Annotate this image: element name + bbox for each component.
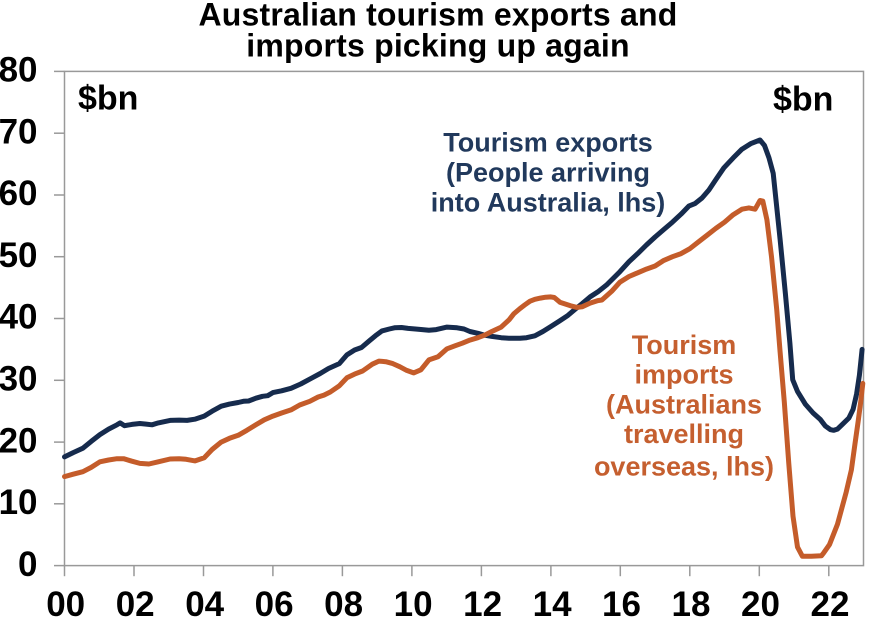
- svg-text:50: 50: [0, 236, 38, 275]
- svg-text:30: 30: [0, 360, 38, 399]
- svg-text:overseas, lhs): overseas, lhs): [594, 452, 774, 482]
- svg-text:12: 12: [463, 585, 502, 624]
- svg-text:Tourism: Tourism: [632, 330, 737, 360]
- svg-text:40: 40: [0, 298, 38, 337]
- svg-text:10: 10: [0, 483, 38, 522]
- svg-text:70: 70: [0, 112, 38, 151]
- svg-text:20: 20: [0, 421, 38, 460]
- svg-text:08: 08: [324, 585, 363, 624]
- svg-text:06: 06: [255, 585, 294, 624]
- svg-text:Tourism exports: Tourism exports: [443, 128, 653, 158]
- svg-text:(Australians: (Australians: [606, 389, 762, 419]
- svg-text:imports picking up again: imports picking up again: [246, 28, 630, 64]
- svg-text:20: 20: [741, 585, 780, 624]
- svg-text:00: 00: [46, 585, 85, 624]
- svg-text:60: 60: [0, 174, 38, 213]
- svg-text:0: 0: [18, 545, 37, 584]
- svg-text:16: 16: [602, 585, 641, 624]
- svg-text:04: 04: [185, 585, 224, 624]
- svg-text:Australian tourism exports and: Australian tourism exports and: [199, 0, 678, 33]
- svg-text:10: 10: [394, 585, 433, 624]
- svg-text:14: 14: [533, 585, 572, 624]
- svg-text:into Australia, lhs): into Australia, lhs): [431, 188, 666, 218]
- svg-text:02: 02: [116, 585, 155, 624]
- svg-text:18: 18: [672, 585, 711, 624]
- svg-text:travelling: travelling: [624, 419, 744, 449]
- svg-text:80: 80: [0, 51, 38, 90]
- svg-text:$bn: $bn: [773, 80, 833, 118]
- svg-text:$bn: $bn: [78, 79, 138, 117]
- svg-text:imports: imports: [634, 360, 733, 390]
- svg-text:(People arriving: (People arriving: [446, 158, 650, 188]
- svg-text:22: 22: [811, 585, 850, 624]
